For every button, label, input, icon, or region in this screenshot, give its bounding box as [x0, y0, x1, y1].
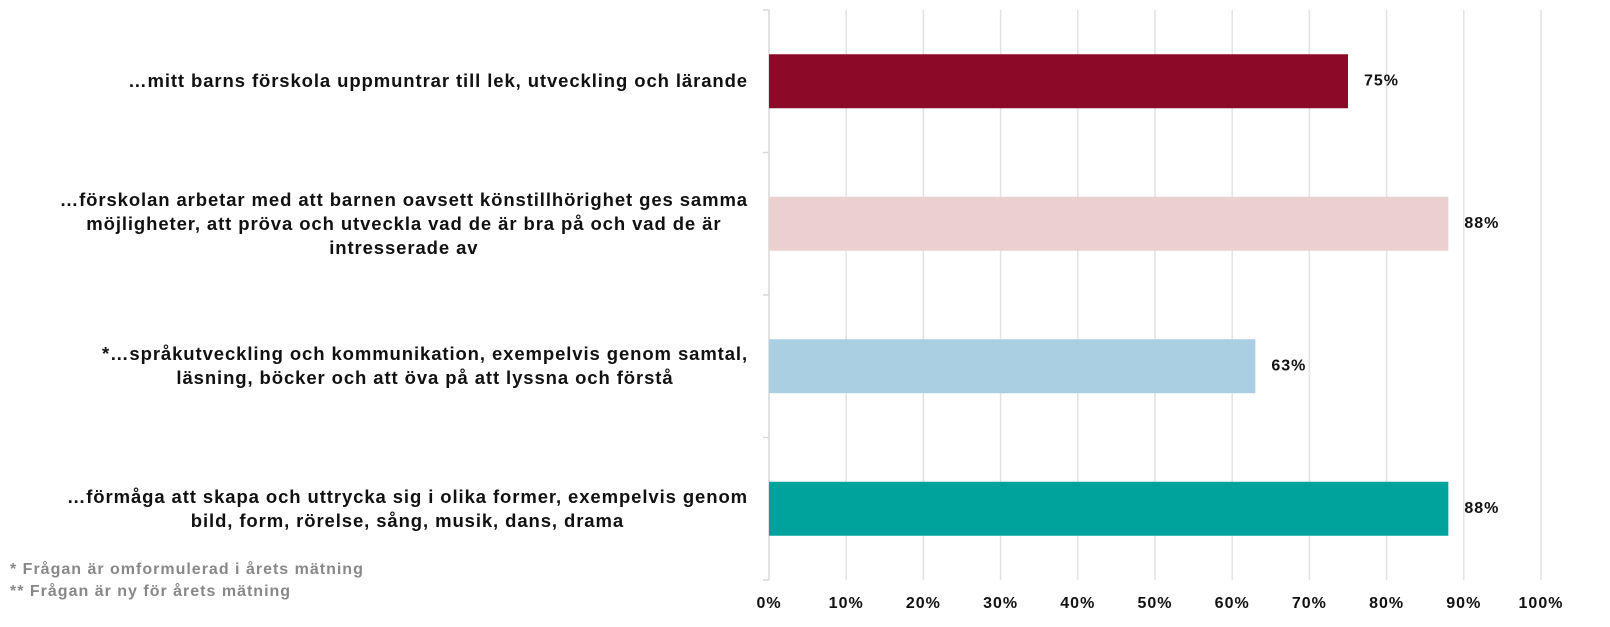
x-tick-label: 60% — [1215, 595, 1250, 612]
category-label: …förskolan arbetar med att barnen oavset… — [59, 188, 748, 258]
x-tick-label: 30% — [983, 595, 1018, 612]
bar — [769, 481, 1449, 536]
x-tick-label: 80% — [1369, 595, 1404, 612]
category-label: *…språkutveckling och kommunikation, exe… — [101, 343, 748, 389]
footnote: ** Frågan är ny för årets mätning — [10, 582, 291, 600]
x-tick-label: 0% — [756, 595, 781, 612]
category-label-box: …förmåga att skapa och uttrycka sig i ol… — [0, 485, 748, 533]
x-tick-label: 40% — [1060, 595, 1095, 612]
data-label: 63% — [1271, 357, 1306, 374]
bar — [769, 54, 1348, 109]
x-tick-label: 70% — [1292, 595, 1327, 612]
x-tick-label: 50% — [1137, 595, 1172, 612]
data-label: 88% — [1464, 500, 1499, 517]
category-label-box: *…språkutveckling och kommunikation, exe… — [0, 342, 748, 390]
bar — [769, 196, 1449, 251]
data-label: 88% — [1464, 215, 1499, 232]
x-tick-label: 100% — [1519, 595, 1564, 612]
bar — [769, 339, 1256, 394]
category-label: …mitt barns förskola uppmuntrar till lek… — [128, 70, 748, 92]
footnote: * Frågan är omformulerad i årets mätning — [10, 560, 364, 578]
x-tick-label: 20% — [906, 595, 941, 612]
data-label: 75% — [1364, 72, 1399, 89]
category-label-box: …mitt barns förskola uppmuntrar till lek… — [0, 69, 748, 93]
x-tick-label: 90% — [1446, 595, 1481, 612]
x-tick-label: 10% — [829, 595, 864, 612]
category-label: …förmåga att skapa och uttrycka sig i ol… — [66, 485, 748, 531]
category-label-box: …förskolan arbetar med att barnen oavset… — [0, 188, 748, 260]
